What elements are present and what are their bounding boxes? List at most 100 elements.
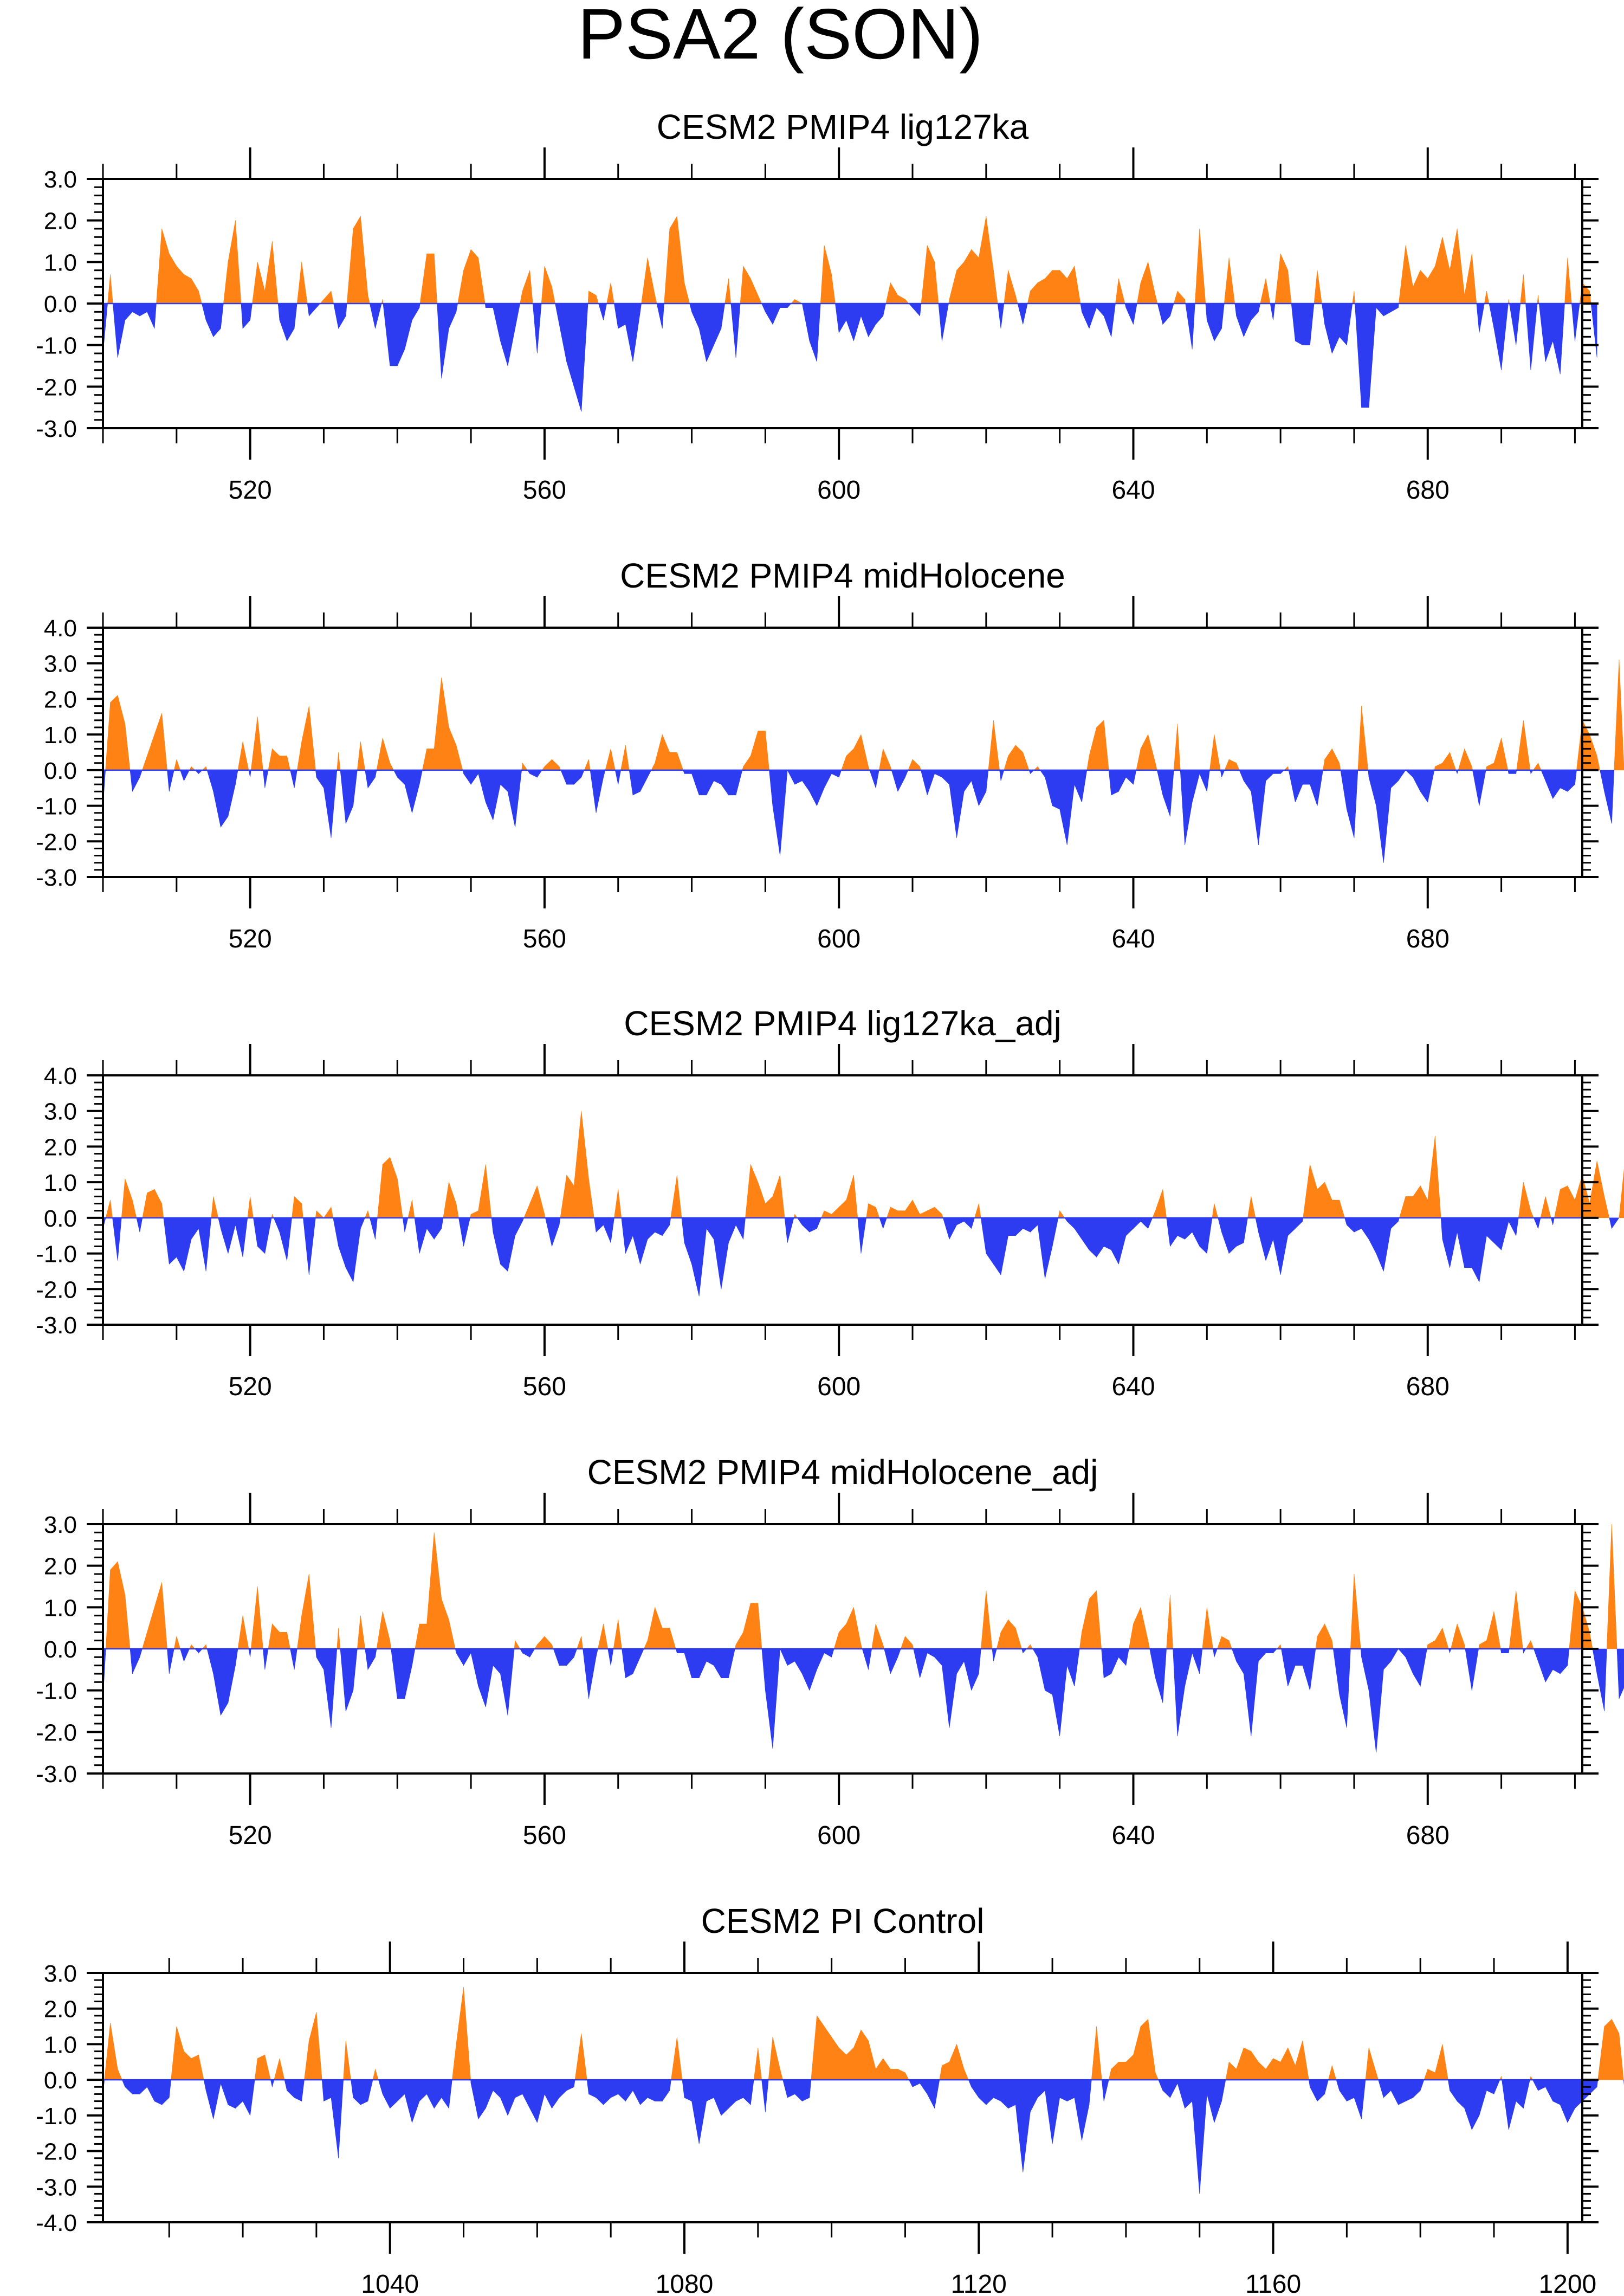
negative-fill-segment [1295,303,1303,346]
y-tick-label: 1.0 [44,1595,77,1621]
positive-fill-segment [1612,1524,1617,1649]
negative-fill-segment [154,2079,162,2105]
positive-fill-segment [750,1603,759,1649]
negative-fill-segment [559,1648,567,1666]
positive-fill-segment [191,2054,199,2080]
y-tick-label: 3.0 [44,1512,77,1538]
x-tick-label: 640 [1111,1821,1155,1850]
y-tick-label: 2.0 [44,208,77,235]
x-tick-label: 600 [817,1821,860,1850]
y-tick-label: -1.0 [36,794,77,820]
chart-panel-2: CESM2 PMIP4 midHolocene 520 560 600 640 680 -3… [36,556,1624,953]
positive-fill-segment [1052,270,1060,304]
negative-fill-segment [1302,770,1310,785]
y-tick-label: -2.0 [36,1719,77,1746]
negative-fill-segment [1604,1648,1607,1712]
positive-fill-segment [897,1210,905,1218]
positive-fill-segment [669,215,677,304]
figure-title: PSA2 (SON) [578,0,983,74]
positive-fill-segment [662,1628,670,1649]
y-axis: -3.0 -2.0 -1.0 0.0 1.0 2.0 3.0 [36,1512,1599,1788]
negative-fill-segment [1059,2079,1067,2102]
plot-frame [102,627,1583,878]
negative-fill-segment [1361,303,1369,408]
positive-fill-segment [1331,1199,1340,1218]
negative-fill-segment [706,2079,714,2102]
negative-fill-segment [1560,770,1568,792]
y-tick-label: 3.0 [44,1960,77,1987]
negative-fill-segment [632,770,640,796]
y-axis: -4.0 -3.0 -2.0 -1.0 0.0 1.0 2.0 3.0 [36,1960,1599,2236]
x-tick-label: 520 [229,1372,272,1401]
series-area [102,1524,1624,1753]
negative-fill-segment [169,1217,177,1265]
negative-fill-segment [1177,1217,1185,1240]
plot-frame [102,1074,1583,1326]
y-tick-label: 0.0 [44,291,77,318]
positive-fill-segment [1604,1196,1610,1218]
positive-fill-segment [1037,278,1045,304]
x-axis: 520 560 600 640 680 [102,1044,1576,1401]
y-tick-label: 3.0 [44,166,77,193]
y-tick-label: -2.0 [36,829,77,855]
x-tick-label: 560 [523,1372,566,1401]
x-tick-label: 1200 [1538,2270,1596,2296]
x-tick-label: 600 [817,925,860,953]
x-tick-label: 560 [523,476,566,505]
y-tick-label: -2.0 [36,1276,77,1303]
negative-fill-segment [1295,1648,1303,1666]
negative-fill-segment [735,2079,743,2102]
x-tick-label: 600 [817,476,860,505]
negative-fill-segment [691,1648,700,1678]
negative-fill-segment [1066,2079,1075,2102]
y-tick-label: 1.0 [44,1170,77,1196]
chart-title: CESM2 PMIP4 midHolocene_adj [587,1453,1098,1492]
y-axis: -3.0 -2.0 -1.0 0.0 1.0 2.0 3.0 4.0 [36,1063,1599,1339]
positive-fill-segment [971,249,979,304]
positive-fill-segment [1619,1168,1624,1218]
y-tick-label: -1.0 [36,333,77,359]
positive-fill-segment [1619,660,1624,771]
x-axis: 520 560 600 640 680 [102,596,1576,953]
positive-fill-segment [419,1623,427,1649]
x-tick-label: 640 [1111,1372,1155,1401]
x-tick-label: 520 [229,476,272,505]
x-tick-label: 640 [1111,476,1155,505]
chart-title: CESM2 PMIP4 midHolocene [620,556,1065,595]
plot-frame [102,1972,1583,2223]
negative-fill-segment [993,2079,1001,2102]
positive-fill-segment [1560,1185,1568,1218]
y-tick-label: -1.0 [36,2103,77,2130]
negative-fill-segment [1236,1217,1244,1247]
series-area [102,660,1624,863]
y-tick-label: 1.0 [44,2031,77,2058]
negative-fill-segment [1045,1648,1053,1695]
x-tick-label: 680 [1406,1372,1450,1401]
negative-fill-segment [618,303,626,329]
negative-fill-segment [500,1217,508,1272]
negative-fill-segment [1398,2079,1406,2105]
y-axis: -3.0 -2.0 -1.0 0.0 1.0 2.0 3.0 4.0 [36,615,1599,891]
x-tick-label: 1080 [656,2270,714,2296]
x-axis: 520 560 600 640 680 [102,1493,1576,1850]
y-tick-label: -3.0 [36,2174,77,2201]
negative-fill-segment [721,1648,729,1678]
negative-fill-segment [1103,1648,1112,1679]
positive-fill-segment [1089,1590,1097,1649]
positive-fill-segment [110,1561,118,1649]
negative-fill-segment [228,2079,236,2109]
positive-fill-segment [758,731,766,771]
y-tick-label: 0.0 [44,1636,77,1663]
y-tick-label: 3.0 [44,651,77,678]
negative-fill-segment [1347,2079,1355,2102]
positive-fill-segment [279,1632,287,1649]
positive-fill-segment [257,2054,266,2080]
x-tick-label: 600 [817,1372,860,1401]
chart-panel-3: CESM2 PMIP4 lig127ka_adj 520 560 600 640 680 -… [36,1004,1624,1401]
negative-fill-segment [1008,2079,1016,2109]
y-tick-label: -3.0 [36,1761,77,1788]
positive-fill-segment [147,1189,155,1218]
